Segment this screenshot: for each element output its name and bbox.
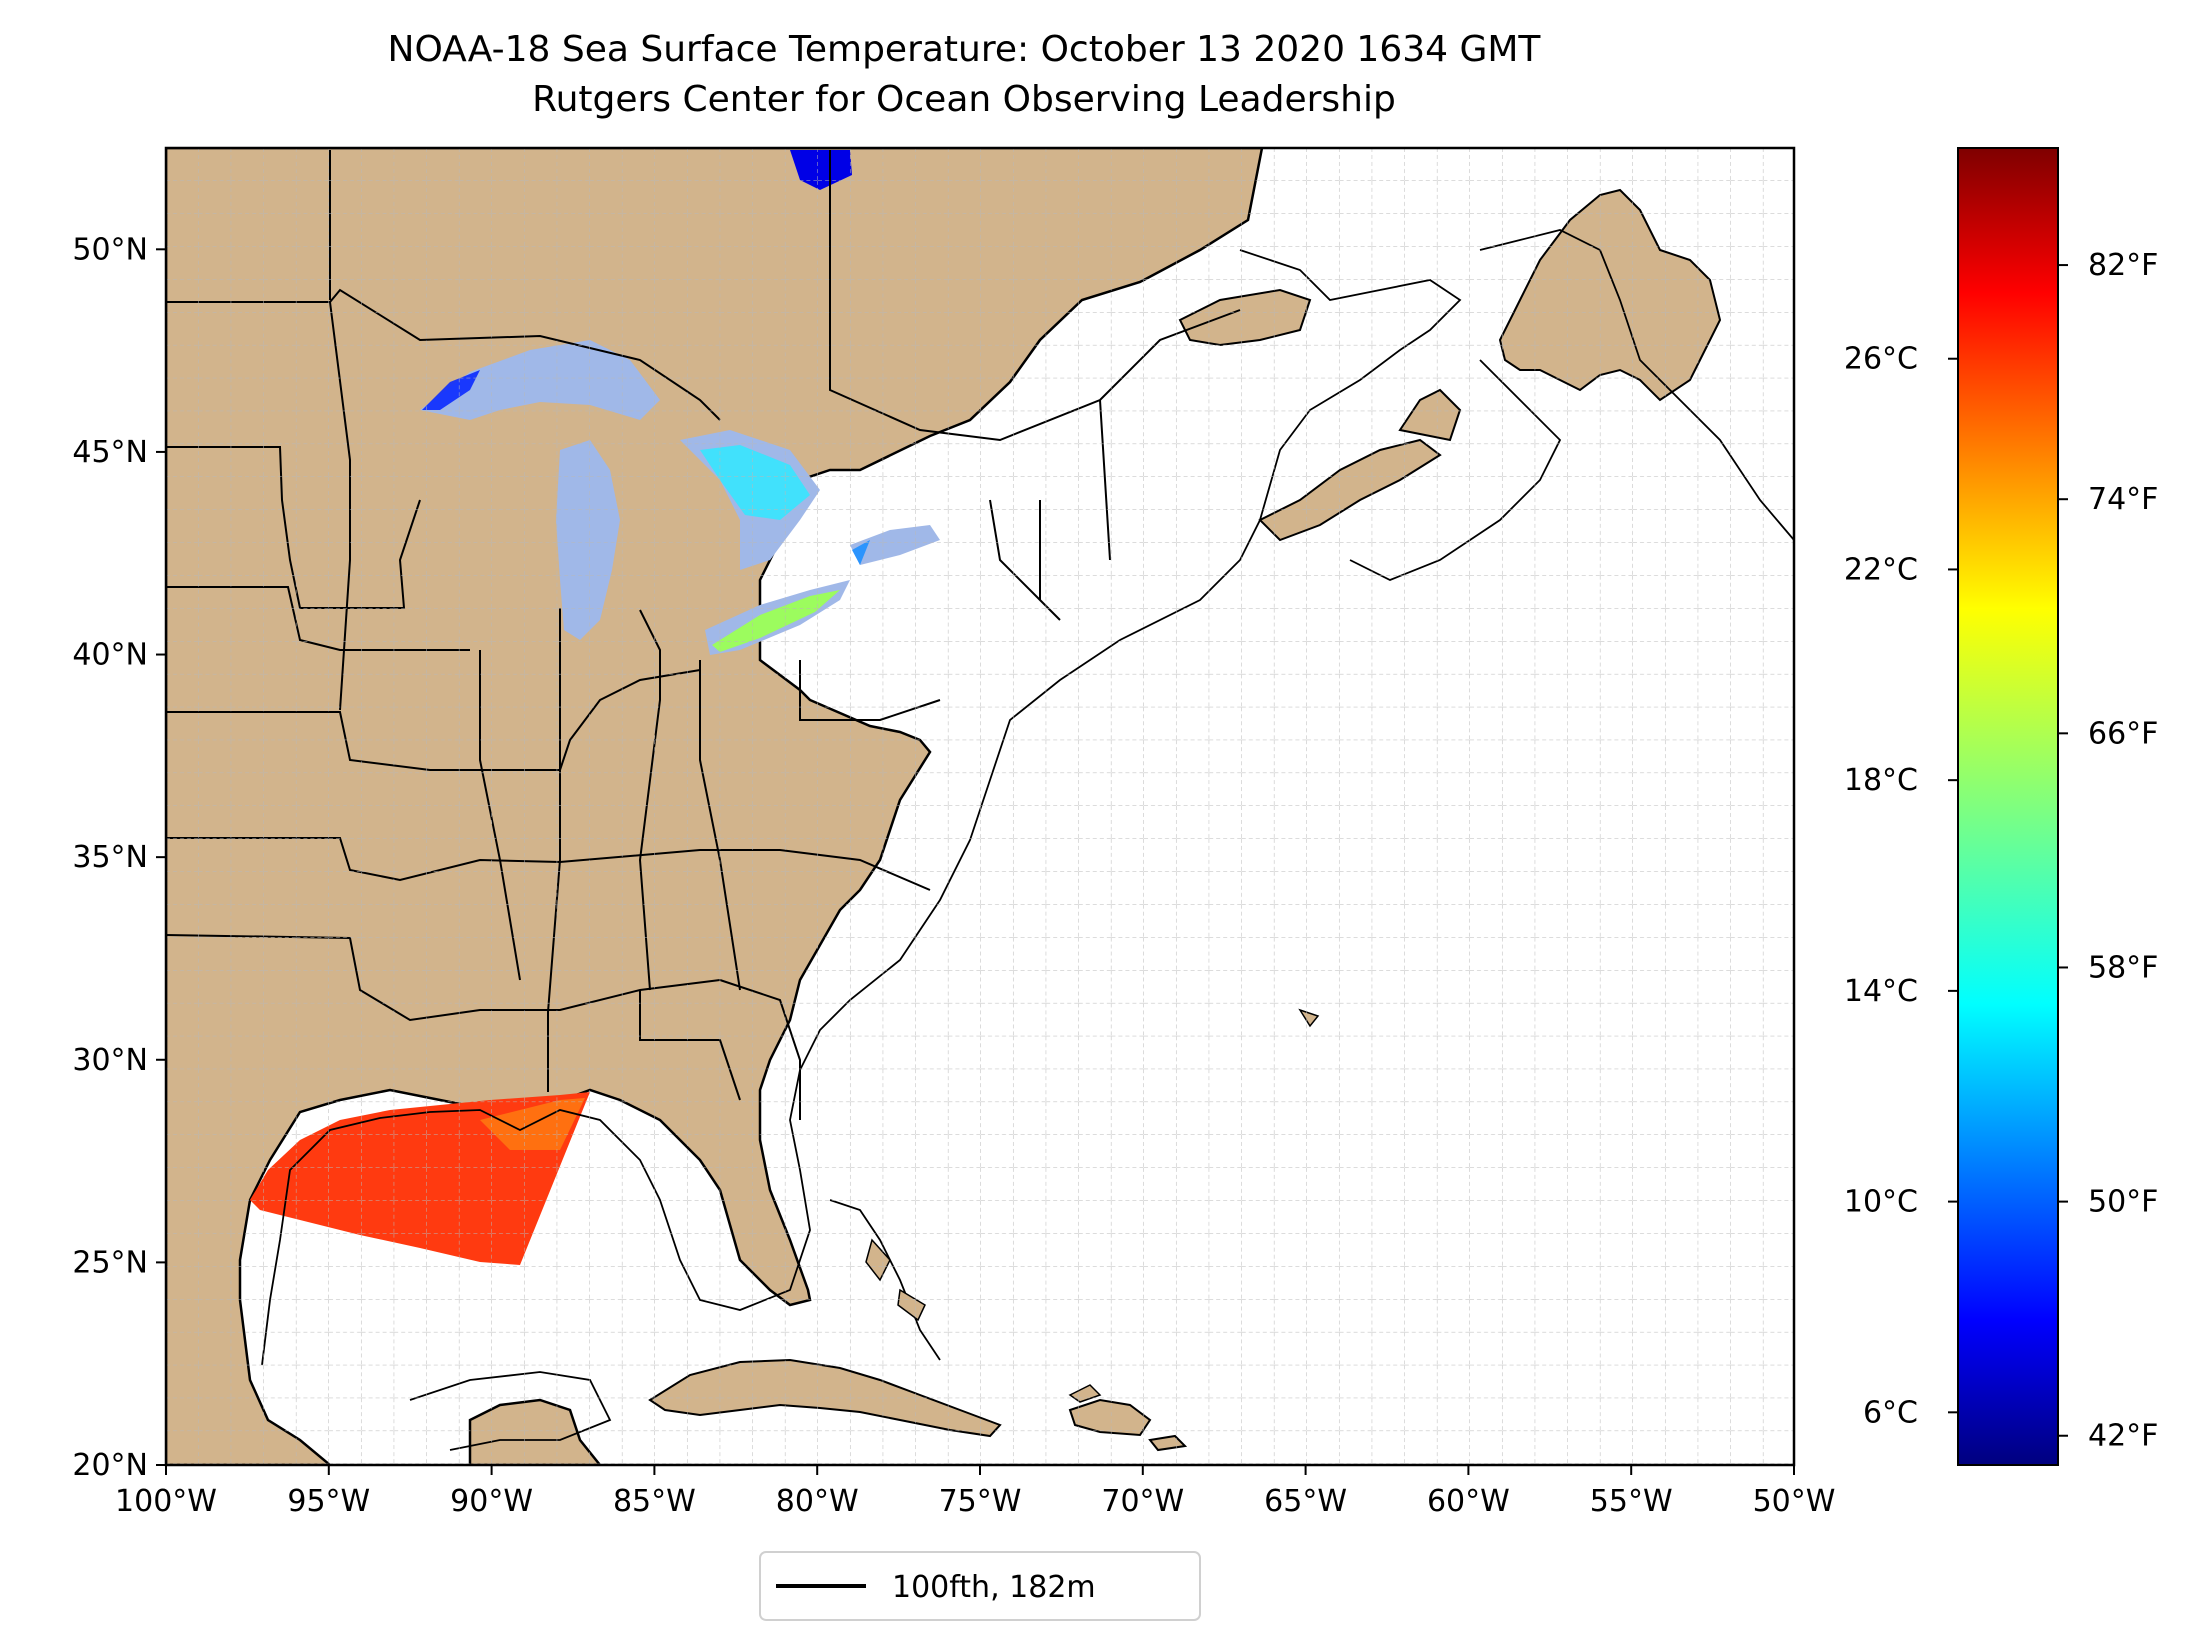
colorbar-celsius-label: 6°C [1863,1395,1918,1430]
legend: 100fth, 182m [759,1551,1201,1621]
map-subtitle: Rutgers Center for Ocean Observing Leade… [532,79,1396,120]
legend-label: 100fth, 182m [892,1570,1096,1605]
lon-label: 75°W [939,1484,1022,1519]
lat-label: 25°N [72,1245,148,1280]
lat-label: 35°N [72,840,148,875]
map-title: NOAA-18 Sea Surface Temperature: October… [387,29,1541,70]
lat-label: 20°N [72,1448,148,1483]
latitude-axis: 50°N 45°N 40°N 35°N 30°N 25°N 20°N [72,232,166,1483]
map-content [166,148,1794,1465]
lat-label: 30°N [72,1043,148,1078]
longitude-axis: 100°W 95°W 90°W 85°W 80°W 75°W 70°W 65°W… [115,1465,1835,1519]
lon-label: 80°W [776,1484,859,1519]
lon-label: 100°W [115,1484,217,1519]
lat-label: 40°N [72,638,148,673]
legend-frame [759,1551,1201,1621]
lon-label: 65°W [1264,1484,1347,1519]
colorbar-celsius-label: 18°C [1844,763,1918,798]
colorbar-celsius-label: 22°C [1844,552,1918,587]
minor-gridlines [166,148,1794,1465]
colorbar-fahrenheit-label: 58°F [2088,950,2158,985]
colorbar-celsius-label: 26°C [1844,342,1918,377]
colorbar-fahrenheit-label: 74°F [2088,482,2158,517]
lon-label: 85°W [613,1484,696,1519]
lon-label: 55°W [1590,1484,1673,1519]
lon-label: 50°W [1753,1484,1836,1519]
lat-label: 50°N [72,232,148,267]
colorbar-fahrenheit-label: 66°F [2088,716,2158,751]
lat-label: 45°N [72,435,148,470]
lon-label: 70°W [1101,1484,1184,1519]
lon-label: 90°W [450,1484,533,1519]
colorbar-fahrenheit-label: 50°F [2088,1185,2158,1220]
lon-label: 60°W [1427,1484,1510,1519]
lon-label: 95°W [287,1484,370,1519]
colorbar-celsius-label: 14°C [1844,974,1918,1009]
colorbar-gradient [1957,147,2059,1466]
colorbar-fahrenheit-label: 42°F [2088,1419,2158,1454]
colorbar-fahrenheit-label: 82°F [2088,248,2158,283]
colorbar: 26°C 22°C 18°C 14°C 10°C 6°C 82°F 74°F 6… [1844,147,2158,1466]
colorbar-celsius-label: 10°C [1844,1185,1918,1220]
